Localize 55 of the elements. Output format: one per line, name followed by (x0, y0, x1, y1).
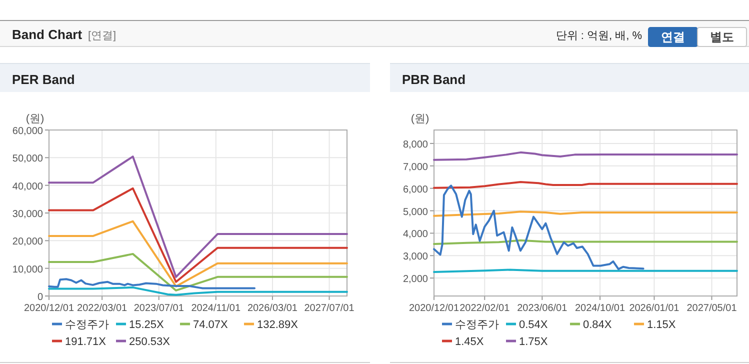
legend-label: 1.15X (647, 319, 676, 331)
x-tick-label: 2022/03/01 (77, 303, 128, 314)
x-tick-label: 2026/01/01 (629, 303, 680, 314)
legend-label: 132.89X (257, 319, 299, 331)
legend-label: 1.45X (455, 336, 484, 348)
line-series (48, 187, 348, 283)
x-tick-label: 2026/03/01 (247, 303, 298, 314)
text: 연결 (661, 30, 685, 44)
text: 별도 (710, 30, 734, 44)
y-tick-label: 60,000 (12, 126, 44, 137)
text: [연결] (88, 30, 116, 42)
y-tick-label: 0 (37, 292, 44, 303)
line-series (48, 252, 348, 292)
legend-label: 0.54X (519, 319, 548, 331)
legend-label: 15.25X (129, 319, 165, 331)
y-tick-label: 2,000 (402, 274, 428, 286)
text: 단위 : 억원, 배, % (556, 30, 642, 42)
legend-label: 1.75X (519, 336, 548, 348)
y-tick-label: 7,000 (402, 162, 428, 173)
text: Band Chart (12, 27, 83, 42)
line-series (48, 278, 256, 290)
x-tick-label: 2024/10/01 (574, 303, 626, 314)
x-tick-label: 2022/02/01 (460, 303, 510, 314)
line-series (433, 184, 644, 270)
line-series (48, 286, 348, 296)
y-tick-label: 30,000 (12, 209, 44, 220)
y-tick-label: 50,000 (12, 154, 44, 165)
y-tick-label: 8,000 (402, 139, 428, 150)
y-tick-label: 4,000 (402, 229, 428, 240)
x-tick-label: 2023/06/01 (517, 303, 568, 314)
line-series (48, 220, 348, 288)
legend-label: 수정주가 (455, 319, 499, 331)
chart-title: PER Band (12, 72, 75, 87)
x-tick-label: 2027/07/01 (304, 303, 355, 314)
x-tick-label: 2020/12/01 (408, 303, 460, 314)
legend-label: 74.07X (193, 319, 229, 331)
legend-label: 191.71X (65, 336, 107, 348)
y-tick-label: 3,000 (402, 252, 428, 263)
y-tick-label: 5,000 (402, 206, 428, 218)
x-tick-label: 2023/07/01 (134, 303, 184, 314)
y-axis-title: (원) (26, 113, 44, 125)
legend-label: 250.53X (129, 336, 171, 348)
x-tick-label: 2020/12/01 (24, 303, 74, 314)
y-tick-label: 20,000 (12, 236, 44, 248)
y-tick-label: 10,000 (12, 264, 44, 276)
legend-label: 0.84X (583, 319, 612, 331)
legend-label: 수정주가 (65, 319, 109, 331)
line-series (433, 151, 738, 161)
line-series (48, 156, 348, 278)
y-axis-title: (원) (410, 113, 430, 125)
chart-title: PBR Band (402, 72, 466, 87)
x-tick-label: 2027/05/01 (686, 303, 738, 314)
x-tick-label: 2024/11/01 (191, 303, 241, 314)
y-tick-label: 6,000 (402, 184, 428, 196)
y-tick-label: 40,000 (12, 181, 44, 192)
